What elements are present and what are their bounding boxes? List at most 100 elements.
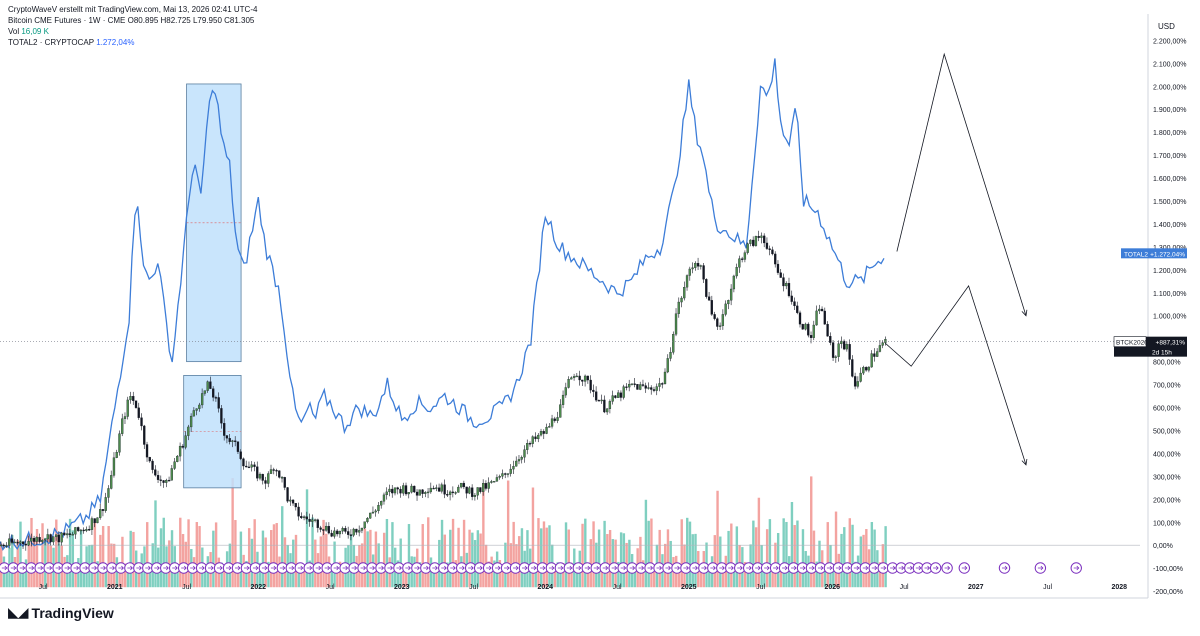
x-tick-label: 2022 xyxy=(251,584,267,591)
y-axis[interactable]: USD 2.200,00% 2.100,00% 2.000,00% 1.900,00% 1… xyxy=(1147,14,1186,598)
volume-bar xyxy=(832,563,835,588)
event-marker-arrow-icon xyxy=(692,565,698,571)
candle xyxy=(231,440,234,442)
candle xyxy=(633,383,636,385)
event-marker-arrow-icon xyxy=(270,565,277,571)
volume-bar xyxy=(873,529,876,588)
candle xyxy=(71,534,74,536)
candle xyxy=(60,532,63,543)
x-axis[interactable]: Jul 2021 Jul 2022 Jul 2023 Jul 2024 Jul 2025 Jul 20… xyxy=(0,584,1148,599)
candle xyxy=(167,479,171,482)
total2-price-label[interactable] xyxy=(1121,248,1187,259)
candle xyxy=(115,452,118,458)
volume-bar xyxy=(531,487,535,588)
candle xyxy=(129,396,132,401)
candle xyxy=(258,473,262,479)
event-marker-arrow-icon xyxy=(378,565,385,571)
candle xyxy=(90,518,94,530)
event-marker-arrow-icon xyxy=(495,565,501,571)
candle xyxy=(275,470,278,472)
symbol-line: Bitcoin CME Futures · 1W · CME O80.895 H… xyxy=(8,15,257,26)
candle xyxy=(297,506,300,517)
event-marker-arrow-icon xyxy=(1002,565,1008,571)
volume-bar xyxy=(457,527,460,588)
candle xyxy=(545,426,548,434)
projection-path-2[interactable] xyxy=(885,285,1027,466)
event-marker-arrow-icon xyxy=(665,565,672,571)
candle xyxy=(269,469,273,474)
volume-bar xyxy=(537,518,540,588)
volume-bar xyxy=(765,529,769,588)
candle xyxy=(96,517,99,524)
volume-bar xyxy=(567,529,570,588)
candle xyxy=(594,391,598,401)
volume-bar xyxy=(234,520,237,588)
candle xyxy=(754,236,758,246)
event-marker-arrow-icon xyxy=(593,565,600,571)
volume-bar xyxy=(363,528,367,588)
event-marker-arrow-icon xyxy=(172,565,178,571)
event-marker-arrow-icon xyxy=(118,565,124,571)
tradingview-logo[interactable]: ◣◢ TradingView xyxy=(8,604,114,621)
candle xyxy=(145,444,149,458)
volume-bar xyxy=(129,530,132,588)
event-marker-arrow-icon xyxy=(234,565,241,571)
candle xyxy=(363,521,366,529)
volume-bar xyxy=(680,519,683,588)
event-marker-arrow-icon xyxy=(791,565,797,571)
y-tick-label: -200,00% xyxy=(1153,589,1183,596)
candle xyxy=(826,323,829,337)
candle xyxy=(104,497,107,511)
candle xyxy=(663,371,667,385)
volume-bar xyxy=(270,530,273,588)
candle xyxy=(278,470,281,478)
volume-bar xyxy=(752,520,755,588)
candle xyxy=(148,456,151,462)
volume-bar xyxy=(479,533,482,588)
candle xyxy=(611,395,614,402)
candle xyxy=(195,408,198,411)
volume-bar xyxy=(754,527,758,588)
volume-bar xyxy=(779,566,783,588)
btck2026-countdown: 2d 15h xyxy=(1152,350,1172,357)
volume-bar xyxy=(338,561,342,588)
candle xyxy=(570,377,573,380)
volume-bar xyxy=(179,517,182,588)
candle xyxy=(776,263,780,273)
volume-bar xyxy=(476,530,480,588)
projection-path-1[interactable] xyxy=(896,52,1027,316)
candle xyxy=(542,431,545,434)
total2-line[interactable] xyxy=(0,58,885,551)
volume-bar xyxy=(727,530,730,588)
volume-bar xyxy=(451,518,455,588)
volume-bar xyxy=(297,569,300,588)
event-marker-arrow-icon xyxy=(181,565,187,571)
candle xyxy=(424,492,427,494)
candle xyxy=(848,344,851,360)
candle xyxy=(862,367,865,374)
candle xyxy=(680,297,683,303)
candle xyxy=(302,516,306,519)
candle xyxy=(809,335,813,338)
volume-bar xyxy=(870,522,874,588)
volume-bar xyxy=(746,568,750,588)
event-marker-arrow-icon xyxy=(423,565,429,571)
candle xyxy=(27,541,30,546)
candle xyxy=(319,527,322,530)
volume-bar xyxy=(79,530,83,588)
event-marker-arrow-icon xyxy=(477,565,483,571)
volume-bar xyxy=(782,518,785,588)
event-marker-arrow-icon xyxy=(100,565,107,571)
event-marker-arrow-icon xyxy=(154,565,160,571)
volume-bar xyxy=(5,565,8,588)
event-marker-arrow-icon xyxy=(808,565,815,571)
candle xyxy=(707,296,711,301)
candle xyxy=(170,468,173,481)
candle xyxy=(245,465,248,468)
volume-bar xyxy=(336,564,339,588)
candle xyxy=(250,464,253,468)
volume-bar xyxy=(647,520,650,588)
volume-bar xyxy=(688,521,692,588)
